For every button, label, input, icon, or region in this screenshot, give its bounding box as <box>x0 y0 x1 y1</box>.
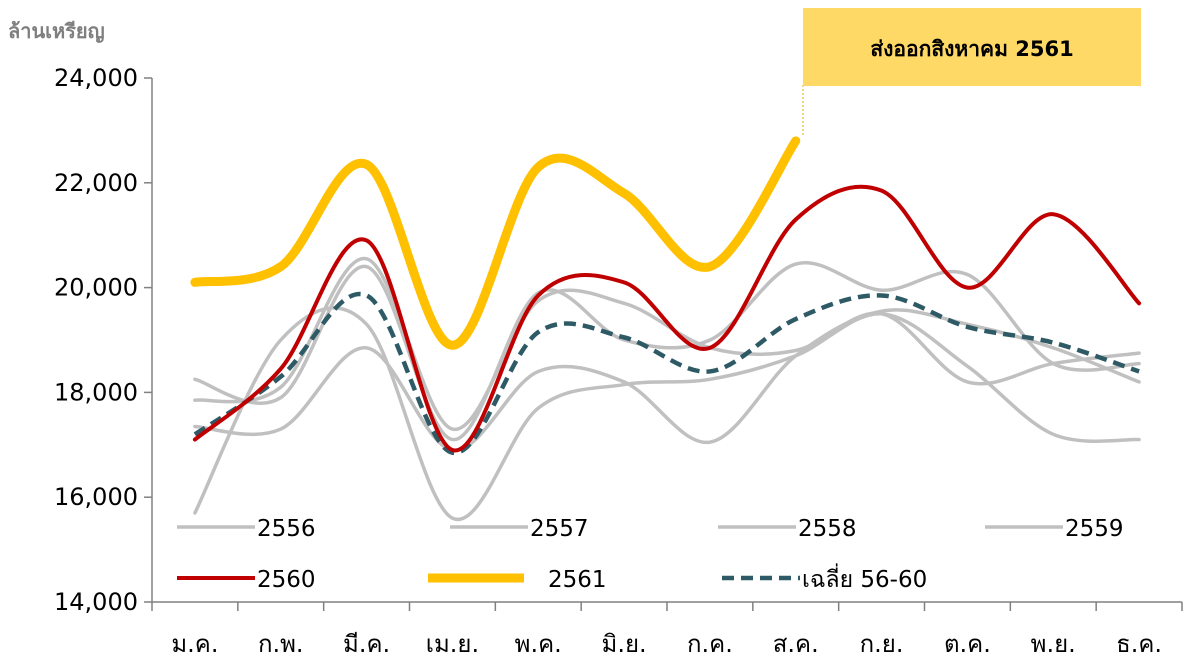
series-layer <box>190 136 1142 522</box>
series-line-2561 <box>190 136 801 350</box>
legend-label: 2561 <box>548 567 607 593</box>
legend-label: 2560 <box>257 567 316 593</box>
legend-label: 2559 <box>1065 516 1124 542</box>
annotation-text: ส่งออกสิงหาคม 2561 <box>870 37 1073 61</box>
legend-label: 2558 <box>798 516 857 542</box>
y-tick-label: 14,000 <box>54 588 138 616</box>
x-tick-label: ม.ค. <box>171 630 218 658</box>
x-tick-label: มี.ค. <box>343 630 390 658</box>
series-line-เฉลี่ย-56-60 <box>193 291 1140 455</box>
x-tick-label: พ.ย. <box>1031 630 1076 658</box>
x-tick-label: พ.ค. <box>515 630 562 658</box>
x-ticks: ม.ค. ก.พ. มี.ค. เม.ย. พ.ค. มิ.ย. ก.ค. ส.ค. ก.ย. ต… <box>151 602 1183 658</box>
legend-label: 2557 <box>530 516 589 542</box>
y-axis-title: ล้านเหรียญ <box>8 19 105 43</box>
y-tick-label: 18,000 <box>54 378 138 406</box>
x-tick-label: ต.ค. <box>944 630 991 658</box>
series-line-2557 <box>193 306 1141 522</box>
y-tick-label: 16,000 <box>54 483 138 511</box>
legend-label: เฉลี่ย 56-60 <box>802 563 927 593</box>
x-tick-label: ก.ค. <box>687 630 733 658</box>
legend: 2556 2557 2558 2559 2560 2561 เฉลี่ย 56-60 <box>177 516 1124 593</box>
x-tick-label: เม.ย. <box>426 630 479 658</box>
x-tick-label: มิ.ย. <box>602 630 647 658</box>
y-tick-label: 22,000 <box>54 169 138 197</box>
series-line-2559 <box>193 260 1141 442</box>
annotation-callout: ส่งออกสิงหาคม 2561 <box>802 8 1141 137</box>
x-tick-label: ก.พ. <box>258 630 304 658</box>
x-tick-label: ธ.ค. <box>1116 630 1162 658</box>
legend-label: 2556 <box>257 516 316 542</box>
series-line-2560 <box>192 184 1142 453</box>
y-tick-label: 20,000 <box>54 274 138 302</box>
y-tick-label: 24,000 <box>54 64 138 92</box>
annotation-box <box>803 8 1141 86</box>
series-line-2558 <box>193 308 1141 452</box>
y-ticks: 14,000 16,000 18,000 20,000 22,000 24,000 <box>54 64 152 616</box>
series-line-2556 <box>193 257 1141 431</box>
x-tick-label: ก.ย. <box>860 630 904 658</box>
x-tick-label: ส.ค. <box>773 630 819 658</box>
